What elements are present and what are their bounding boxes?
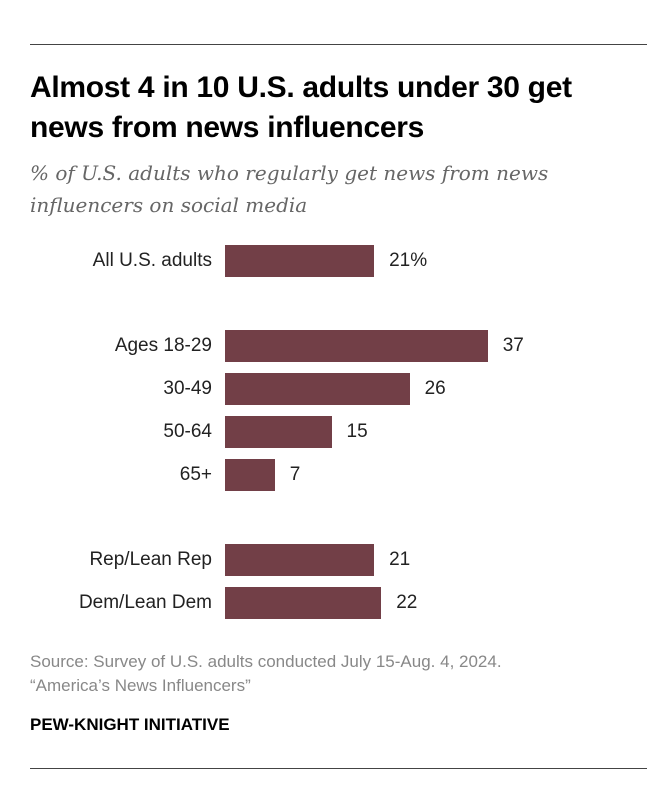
bar [225,544,375,576]
source-note: Source: Survey of U.S. adults conducted … [30,650,502,698]
bar-chart: All U.S. adults 21% Ages 18-29 37 30-49 26 50-… [0,230,672,630]
bottom-rule [30,768,647,769]
category-label: 50-64 [163,421,212,442]
source-text: Source: Survey of U.S. adults conducted … [30,652,502,671]
value-label: 15 [346,421,368,442]
value-label: 7 [289,464,301,485]
value-label: 37 [502,335,524,356]
brand-label: PEW-KNIGHT INITIATIVE [30,715,230,734]
category-label: All U.S. adults [92,250,212,271]
bar [225,373,410,405]
bar [225,245,375,277]
top-rule [30,44,647,45]
category-label: 30-49 [163,378,212,399]
category-label: 65+ [179,464,212,485]
chart-subtitle: % of U.S. adults who regularly get news … [30,161,549,217]
value-label: 21% [389,250,428,271]
category-label: Ages 18-29 [114,335,212,356]
report-title: “America’s News Influencers” [30,676,251,695]
chart-title: Almost 4 in 10 U.S. adults under 30 get … [30,71,572,144]
category-label: Dem/Lean Dem [78,592,212,613]
bar [225,330,488,362]
value-label: 26 [424,378,446,399]
value-label: 22 [396,592,418,613]
bar [225,416,332,448]
category-label: Rep/Lean Rep [89,549,212,570]
bar [225,459,275,491]
bar [225,587,382,619]
value-label: 21 [389,549,411,570]
